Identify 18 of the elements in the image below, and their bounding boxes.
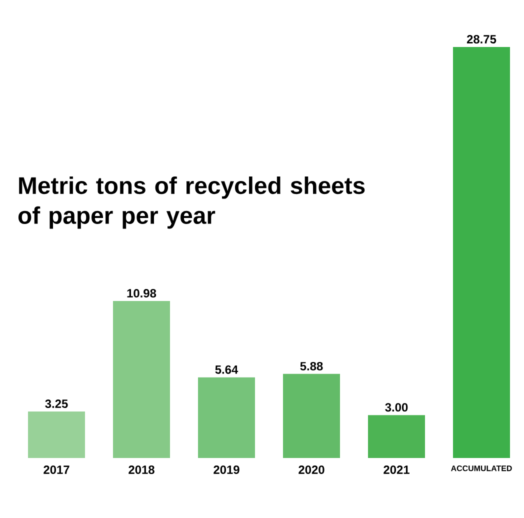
x-tick-label: 2019	[214, 466, 240, 474]
data-label: 10.98	[127, 289, 156, 298]
data-label: 28.75	[466, 35, 496, 44]
x-tick-label: 2020	[298, 466, 324, 474]
bar	[28, 412, 85, 458]
data-label: 5.88	[300, 362, 323, 370]
bar	[113, 301, 170, 458]
data-label: 3.00	[385, 403, 408, 412]
bar	[368, 415, 425, 458]
data-label: 3.25	[45, 400, 68, 408]
bar	[198, 377, 255, 458]
x-tick-label: 2021	[384, 466, 410, 474]
x-tick-label: 2018	[128, 466, 154, 474]
bar	[283, 374, 340, 458]
bar	[453, 46, 510, 458]
data-label: 5.64	[215, 365, 238, 374]
text: Metric tons of recycled sheets of paper per year	[18, 176, 365, 229]
x-tick-label: 2017	[44, 466, 70, 474]
